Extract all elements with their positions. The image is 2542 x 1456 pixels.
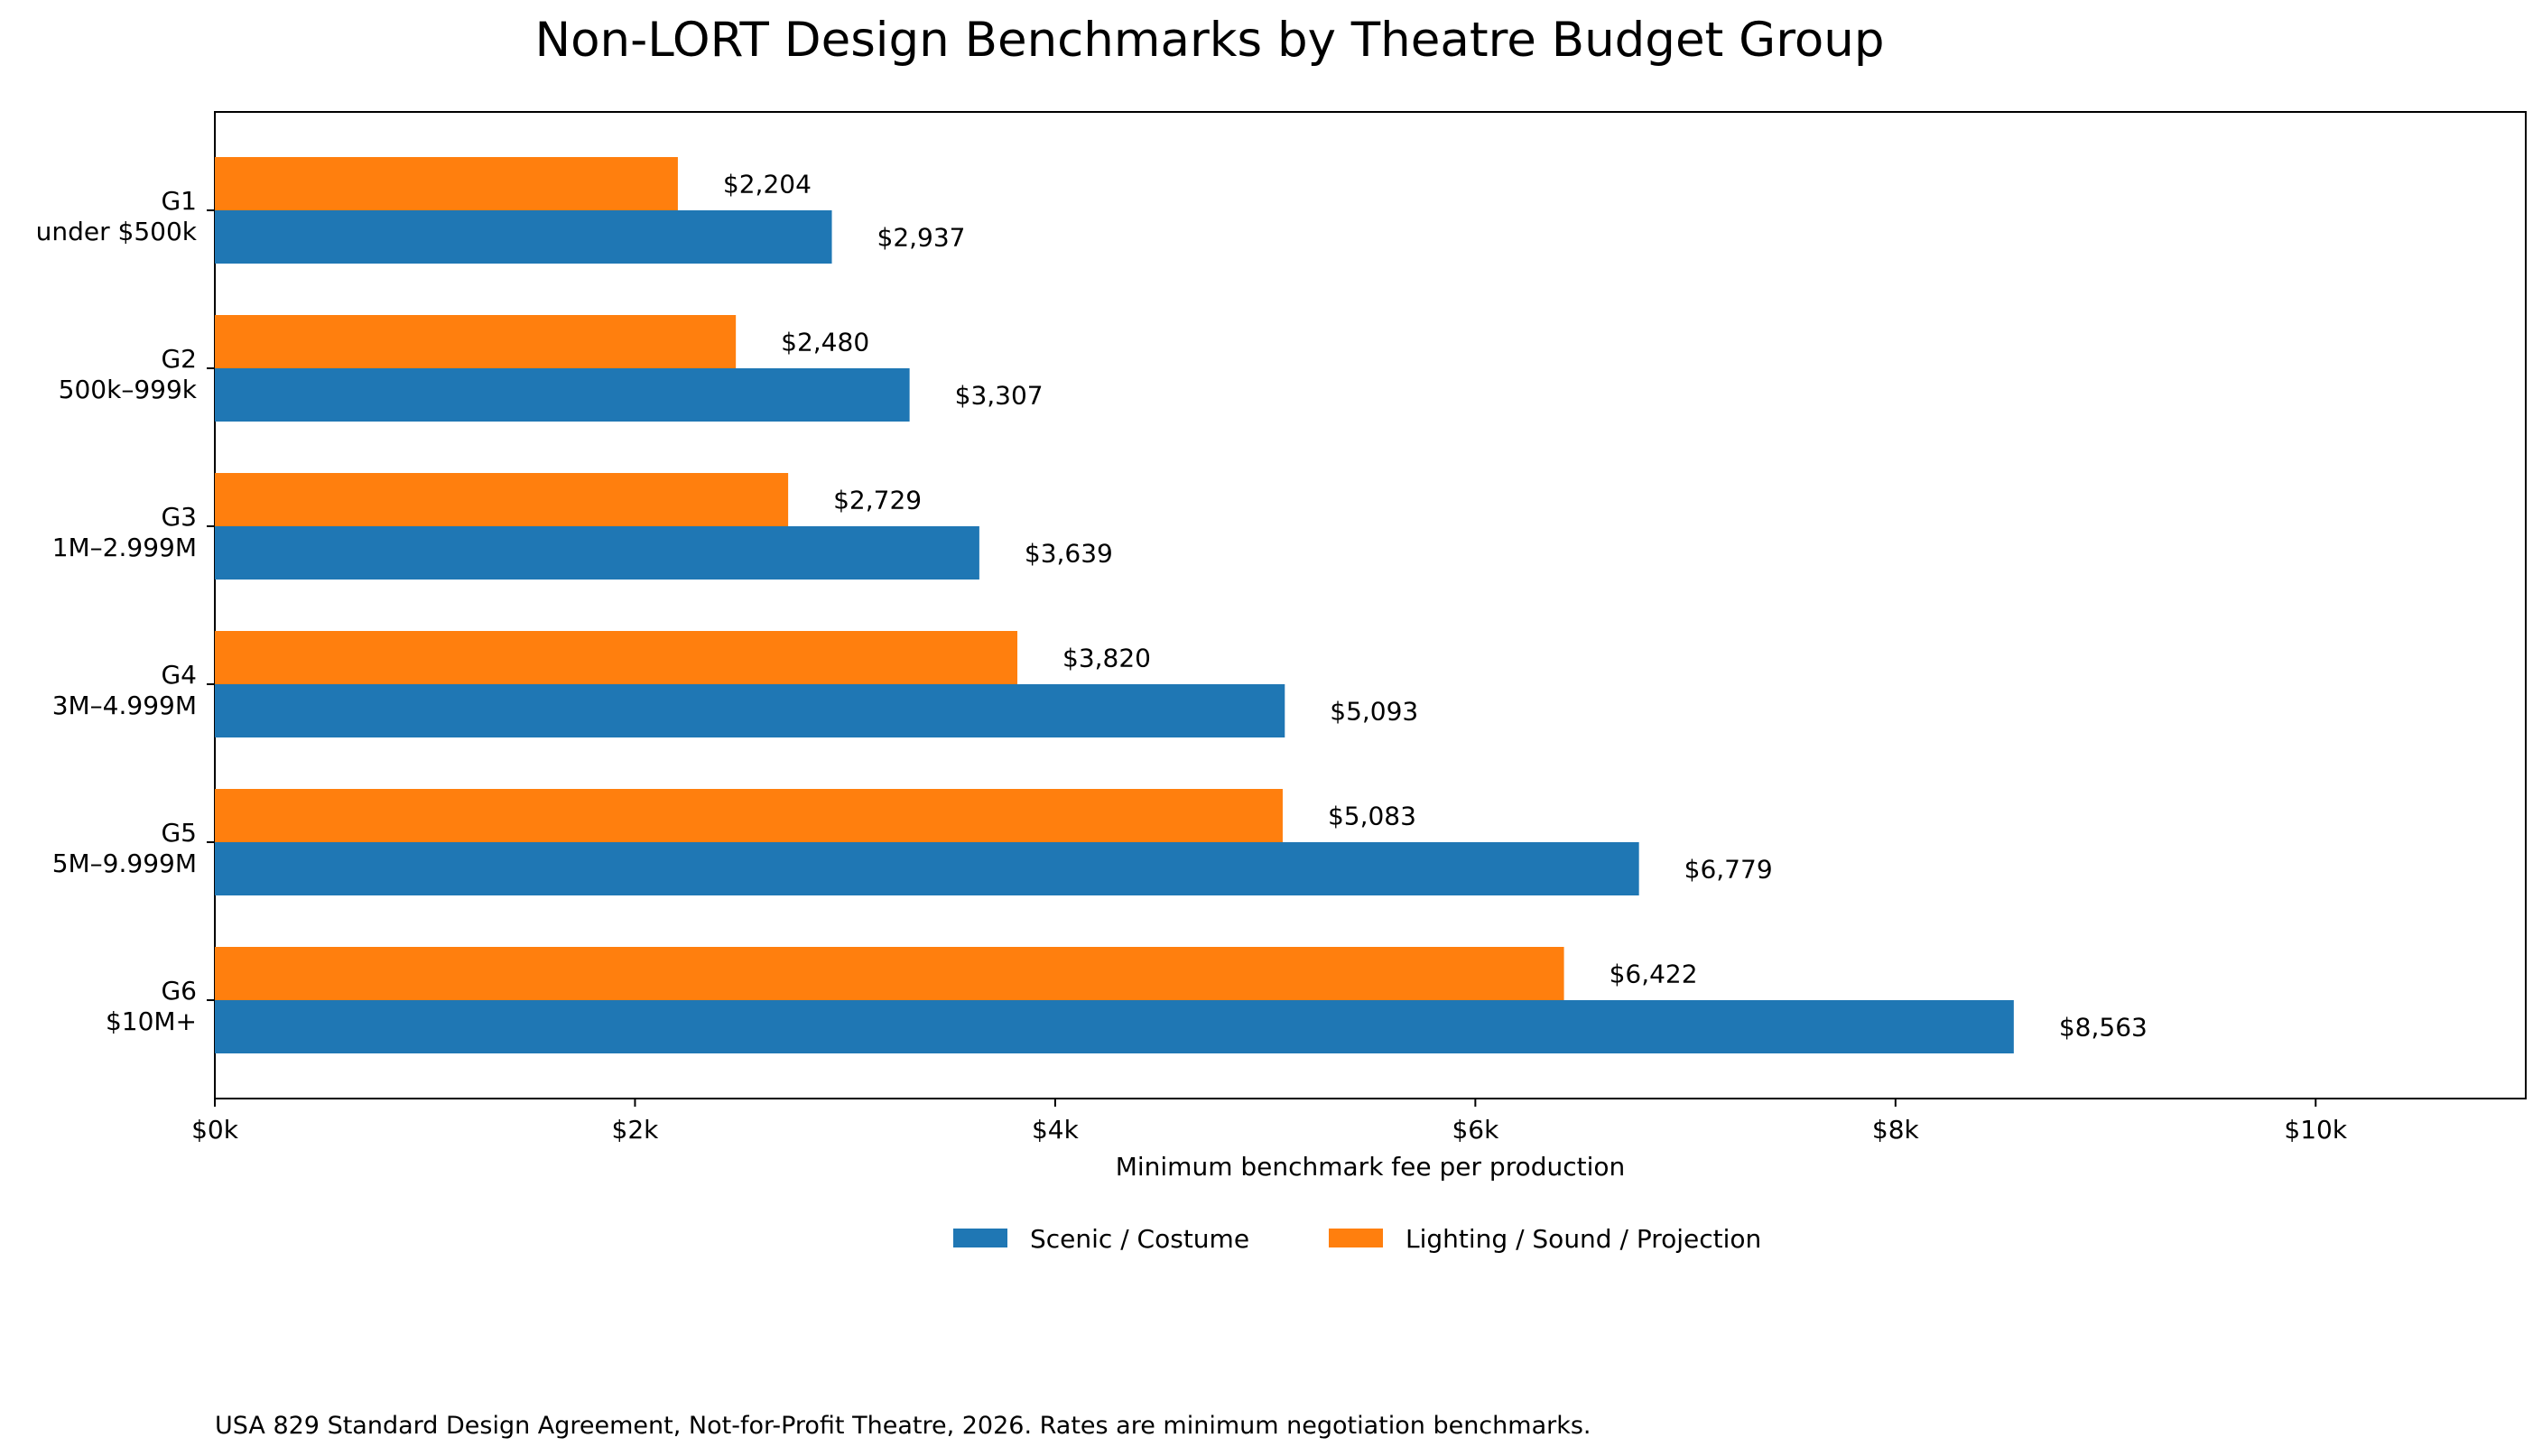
data-label-lighting-g6: $6,422 — [1610, 960, 1698, 989]
data-label-lighting-g2: $2,480 — [781, 328, 869, 357]
chart-title: Non-LORT Design Benchmarks by Theatre Bu… — [534, 13, 1884, 68]
bar-lighting-g5 — [215, 789, 1283, 842]
x-tick-label: $8k — [1872, 1115, 1920, 1145]
data-label-lighting-g5: $5,083 — [1328, 802, 1416, 831]
legend: Scenic / Costume Lighting / Sound / Proje… — [953, 1224, 1761, 1254]
y-tick-label-group: G3 — [161, 502, 197, 532]
y-tick-label-group: G1 — [161, 186, 197, 216]
x-tick-label: $0k — [191, 1115, 239, 1145]
y-tick-label-range: 1M–2.999M — [52, 533, 197, 562]
legend-swatch-lighting — [1329, 1229, 1383, 1247]
plot-area-frame — [214, 111, 2527, 1099]
bars-layer: $2,204 $2,937 $2,480 $3,307 $2,729 $3,639 $3,8… — [215, 157, 2148, 1053]
bar-lighting-g3 — [215, 473, 789, 526]
data-label-lighting-g3: $2,729 — [833, 486, 922, 515]
y-tick-label-range: 500k–999k — [59, 375, 198, 404]
bar-scenic-g4 — [215, 684, 1285, 737]
data-label-lighting-g1: $2,204 — [723, 170, 812, 199]
y-tick-label-group: G5 — [161, 818, 197, 848]
data-label-scenic-g2: $3,307 — [955, 381, 1044, 411]
y-tick-label-group: G6 — [161, 976, 197, 1006]
data-label-scenic-g1: $2,937 — [877, 223, 966, 253]
y-tick-label-group: G4 — [161, 660, 197, 690]
bar-scenic-g3 — [215, 526, 979, 580]
bar-lighting-g6 — [215, 947, 1564, 1000]
bar-lighting-g4 — [215, 631, 1018, 684]
y-tick-label-group: G2 — [161, 344, 197, 374]
x-tick-label: $4k — [1032, 1115, 1080, 1145]
y-tick-label-range: 3M–4.999M — [52, 691, 197, 720]
y-tick-label-range: $10M+ — [106, 1006, 197, 1036]
bar-scenic-g1 — [215, 210, 832, 264]
y-tick-label-range: under $500k — [36, 217, 198, 246]
bar-scenic-g2 — [215, 368, 910, 422]
bar-lighting-g1 — [215, 157, 678, 210]
data-label-scenic-g3: $3,639 — [1025, 539, 1113, 569]
bar-lighting-g2 — [215, 315, 737, 368]
x-axis: $0k $2k $4k $6k $8k $10k — [191, 1099, 2348, 1145]
x-axis-label: Minimum benchmark fee per production — [1116, 1152, 1626, 1182]
x-tick-label: $6k — [1452, 1115, 1499, 1145]
footnote: USA 829 Standard Design Agreement, Not-f… — [215, 1412, 1591, 1440]
data-label-scenic-g6: $8,563 — [2059, 1013, 2148, 1043]
data-label-scenic-g5: $6,779 — [1684, 855, 1773, 885]
x-tick-label: $2k — [612, 1115, 660, 1145]
data-label-scenic-g4: $5,093 — [1330, 697, 1418, 727]
x-tick-label: $10k — [2284, 1115, 2347, 1145]
legend-swatch-scenic — [953, 1229, 1007, 1247]
bar-scenic-g6 — [215, 1000, 2014, 1053]
bar-scenic-g5 — [215, 842, 1639, 895]
data-label-lighting-g4: $3,820 — [1062, 644, 1151, 673]
y-tick-label-range: 5M–9.999M — [52, 849, 197, 878]
legend-label-scenic: Scenic / Costume — [1030, 1224, 1249, 1254]
legend-label-lighting: Lighting / Sound / Projection — [1406, 1224, 1761, 1254]
